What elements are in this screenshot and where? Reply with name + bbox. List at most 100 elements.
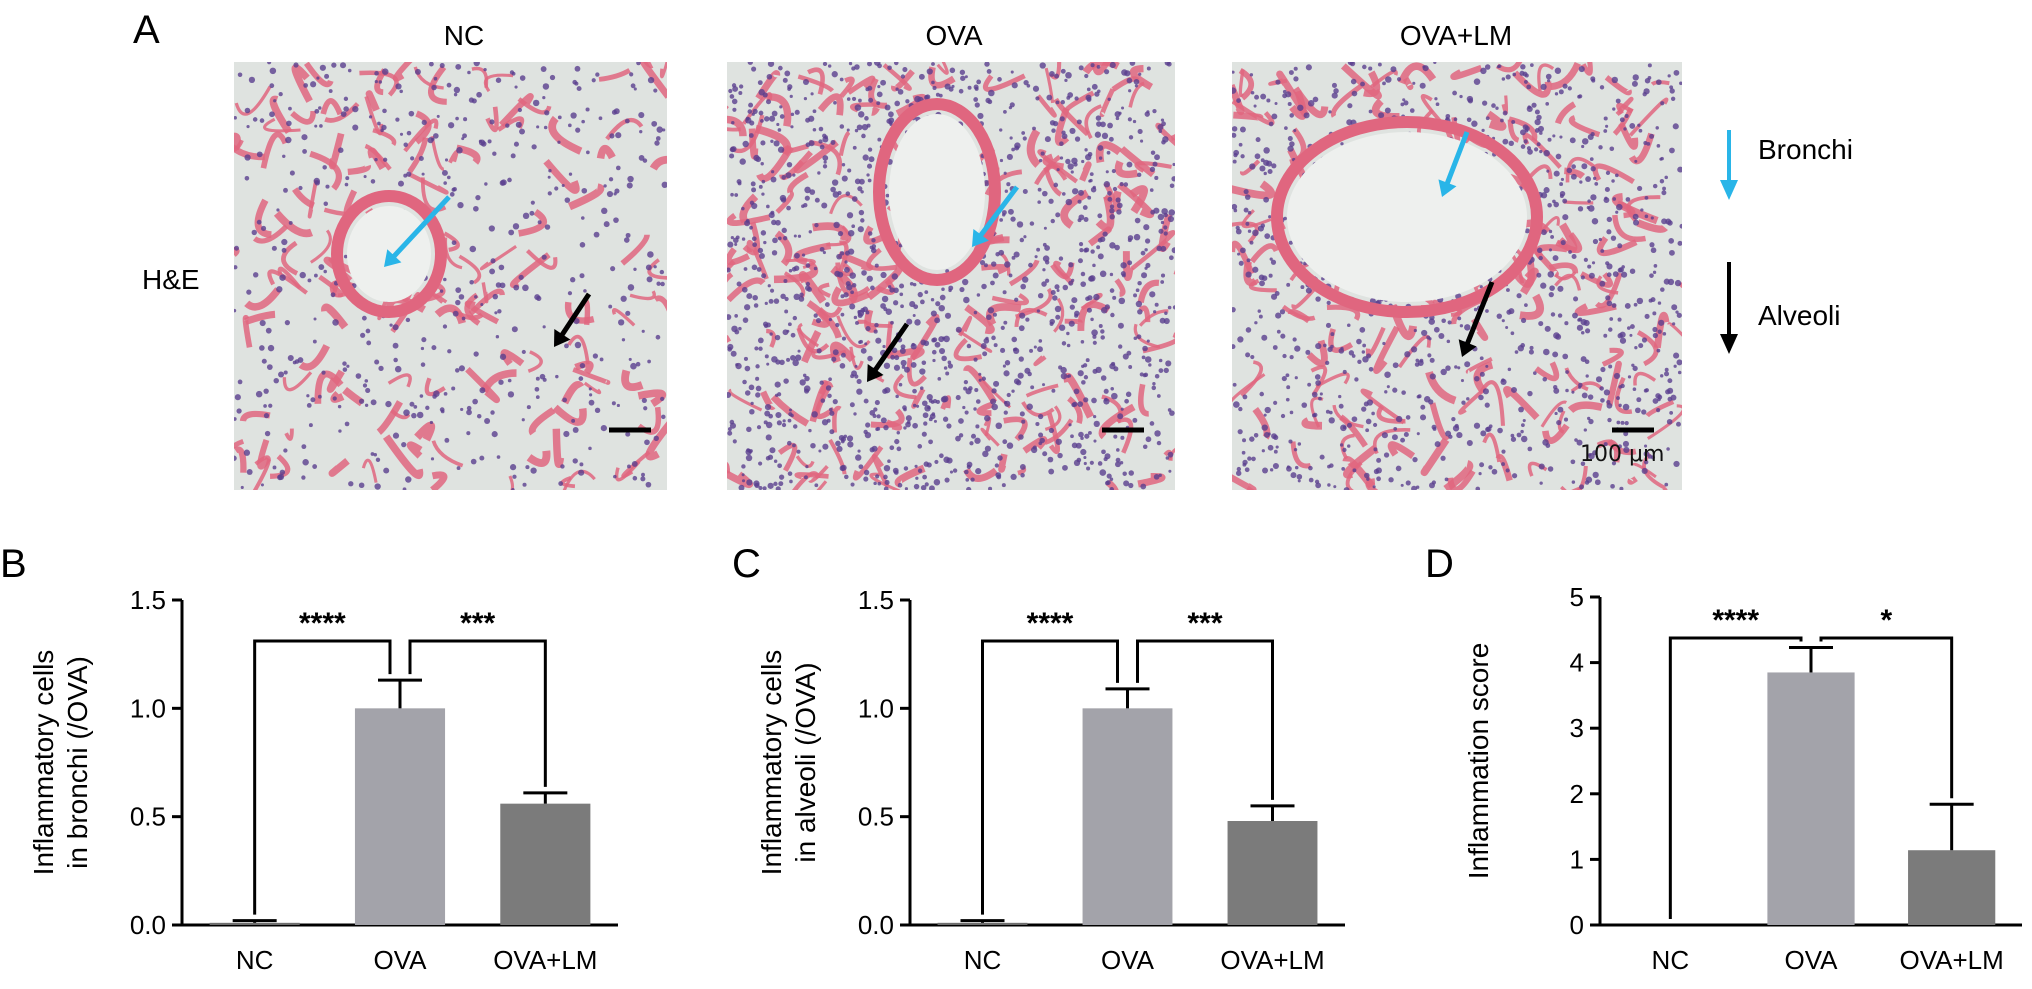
- cell-nucleus: [1159, 317, 1166, 324]
- tissue-strand: [1301, 417, 1323, 430]
- cell-nucleus: [958, 88, 964, 94]
- cell-nucleus: [1258, 314, 1263, 319]
- cell-nucleus: [992, 272, 999, 279]
- cell-nucleus: [777, 236, 782, 241]
- cell-nucleus: [1061, 192, 1066, 196]
- cell-nucleus: [1524, 228, 1530, 234]
- cell-nucleus: [1652, 270, 1657, 274]
- cell-nucleus: [829, 407, 833, 412]
- cell-nucleus: [1103, 388, 1109, 394]
- cell-nucleus: [429, 420, 434, 425]
- cell-nucleus: [832, 191, 840, 198]
- tissue-strand: [906, 357, 927, 387]
- cell-nucleus: [576, 86, 582, 92]
- cell-nucleus: [414, 68, 421, 75]
- cell-nucleus: [787, 471, 793, 476]
- cell-nucleus: [1315, 380, 1322, 386]
- cell-nucleus: [1267, 444, 1274, 451]
- cell-nucleus: [912, 388, 917, 394]
- cell-nucleus: [767, 454, 774, 460]
- tissue-strand: [1554, 271, 1577, 281]
- cell-nucleus: [1137, 128, 1143, 135]
- cell-nucleus: [918, 73, 925, 80]
- cell-nucleus: [756, 425, 762, 430]
- cell-nucleus: [886, 118, 892, 124]
- cell-nucleus: [1422, 65, 1426, 69]
- cell-nucleus: [890, 354, 895, 360]
- cell-nucleus: [578, 376, 584, 381]
- cell-nucleus: [860, 218, 865, 223]
- cell-nucleus: [1506, 288, 1510, 292]
- cell-nucleus: [1154, 373, 1160, 379]
- cell-nucleus: [1658, 319, 1665, 326]
- cell-nucleus: [1583, 428, 1587, 432]
- cell-nucleus: [1572, 312, 1578, 319]
- cell-nucleus: [1123, 182, 1129, 187]
- cell-nucleus: [990, 398, 997, 405]
- cell-nucleus: [912, 282, 917, 287]
- cell-nucleus: [822, 164, 828, 169]
- cell-nucleus: [831, 356, 837, 362]
- cell-nucleus: [409, 401, 415, 407]
- cell-nucleus: [1356, 338, 1362, 345]
- cell-nucleus: [1395, 465, 1402, 472]
- cell-nucleus: [830, 186, 836, 193]
- cell-nucleus: [1133, 233, 1141, 241]
- cell-nucleus: [1259, 280, 1265, 287]
- cell-nucleus: [1657, 329, 1662, 334]
- cell-nucleus: [755, 376, 760, 381]
- cell-nucleus: [1409, 108, 1415, 113]
- cell-nucleus: [1055, 314, 1061, 320]
- cell-nucleus: [1000, 325, 1005, 330]
- cell-nucleus: [744, 304, 751, 311]
- cell-nucleus: [792, 424, 798, 429]
- cell-nucleus: [389, 323, 393, 327]
- cell-nucleus: [392, 432, 400, 439]
- cell-nucleus: [1282, 353, 1287, 359]
- cell-nucleus: [1046, 94, 1053, 101]
- tissue-strand: [321, 303, 349, 330]
- cell-nucleus: [1044, 260, 1050, 265]
- cell-nucleus: [1250, 90, 1255, 95]
- tissue-strand: [499, 93, 534, 128]
- cell-nucleus: [1003, 370, 1010, 377]
- cell-nucleus: [1051, 128, 1056, 133]
- cell-nucleus: [1540, 83, 1547, 90]
- cell-nucleus: [734, 314, 738, 318]
- cell-nucleus: [307, 278, 312, 283]
- cell-nucleus: [378, 80, 383, 84]
- cell-nucleus: [1026, 403, 1033, 410]
- cell-nucleus: [1158, 129, 1163, 134]
- cell-nucleus: [903, 426, 907, 430]
- cell-nucleus: [1411, 485, 1417, 490]
- cell-nucleus: [1091, 83, 1098, 90]
- bronchus-wall: [873, 98, 1001, 286]
- cell-nucleus: [1350, 78, 1357, 85]
- cell-nucleus: [1083, 461, 1087, 466]
- cell-nucleus: [447, 122, 455, 129]
- cell-nucleus: [638, 111, 645, 119]
- cell-nucleus: [927, 406, 931, 410]
- cell-nucleus: [610, 266, 616, 272]
- cell-nucleus: [1153, 310, 1157, 314]
- cell-nucleus: [774, 334, 781, 341]
- cell-nucleus: [912, 422, 918, 429]
- cell-nucleus: [246, 469, 253, 475]
- cell-nucleus: [1565, 370, 1569, 374]
- cell-nucleus: [1029, 221, 1035, 226]
- cell-nucleus: [851, 282, 857, 288]
- tissue-strand: [234, 246, 240, 257]
- cell-nucleus: [1083, 217, 1089, 222]
- cell-nucleus: [1287, 136, 1293, 142]
- cell-nucleus: [1144, 248, 1148, 252]
- cell-nucleus: [1679, 223, 1682, 229]
- tissue-strand: [1114, 160, 1139, 179]
- cell-nucleus: [613, 108, 620, 115]
- cell-nucleus: [1623, 431, 1629, 437]
- tissue-strand: [1667, 322, 1682, 337]
- y-axis-title: Inflammation score: [1463, 643, 1494, 880]
- cell-nucleus: [1652, 398, 1659, 404]
- cell-nucleus: [1090, 249, 1095, 254]
- cell-nucleus: [1590, 166, 1596, 172]
- cell-nucleus: [571, 418, 576, 423]
